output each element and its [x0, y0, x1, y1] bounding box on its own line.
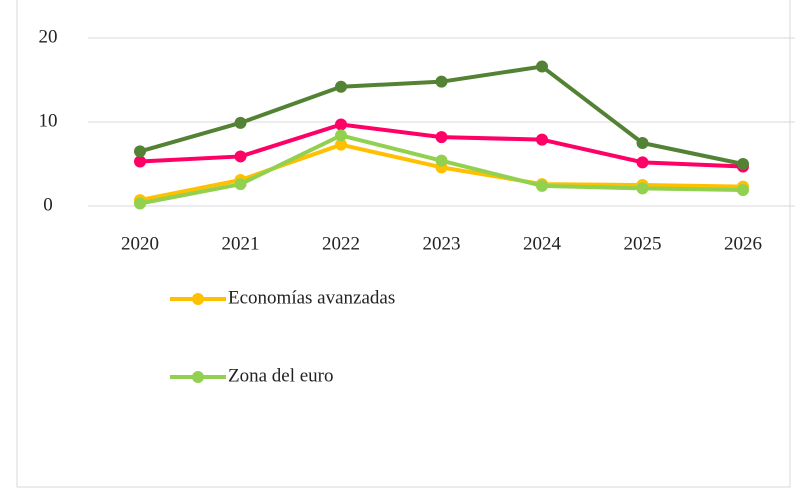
data-point	[737, 184, 749, 197]
x-tick-label: 2024	[523, 233, 562, 254]
legend-marker	[192, 293, 204, 305]
legend-label: Zona del euro	[228, 365, 334, 386]
data-point	[335, 138, 347, 151]
data-point	[435, 154, 448, 167]
legend-marker	[192, 371, 204, 383]
data-point	[134, 145, 146, 158]
data-point	[737, 158, 749, 170]
data-point	[536, 133, 548, 146]
x-tick-label: 2026	[724, 233, 762, 254]
data-point	[536, 179, 548, 192]
y-tick-label: 0	[43, 194, 53, 215]
chart-frame	[16, 0, 791, 488]
y-tick-label: 10	[39, 110, 58, 131]
data-point	[435, 75, 448, 88]
data-point	[234, 150, 247, 163]
x-tick-label: 2020	[121, 233, 159, 254]
data-point	[234, 178, 247, 191]
data-point	[335, 80, 347, 93]
legend-label: Economías avanzadas	[228, 287, 395, 308]
data-point	[134, 197, 146, 210]
data-point	[234, 116, 247, 129]
data-point	[134, 155, 146, 168]
x-tick-label: 2023	[423, 233, 461, 254]
data-point	[536, 60, 548, 73]
x-tick-label: 2021	[222, 233, 260, 254]
data-point	[335, 129, 347, 142]
y-tick-label: 20	[39, 26, 58, 47]
data-point	[435, 131, 448, 144]
data-point	[636, 182, 649, 195]
x-tick-label: 2025	[624, 233, 662, 254]
data-point	[335, 118, 347, 131]
data-point	[636, 156, 649, 169]
data-point	[636, 137, 649, 149]
x-tick-label: 2022	[322, 233, 360, 254]
